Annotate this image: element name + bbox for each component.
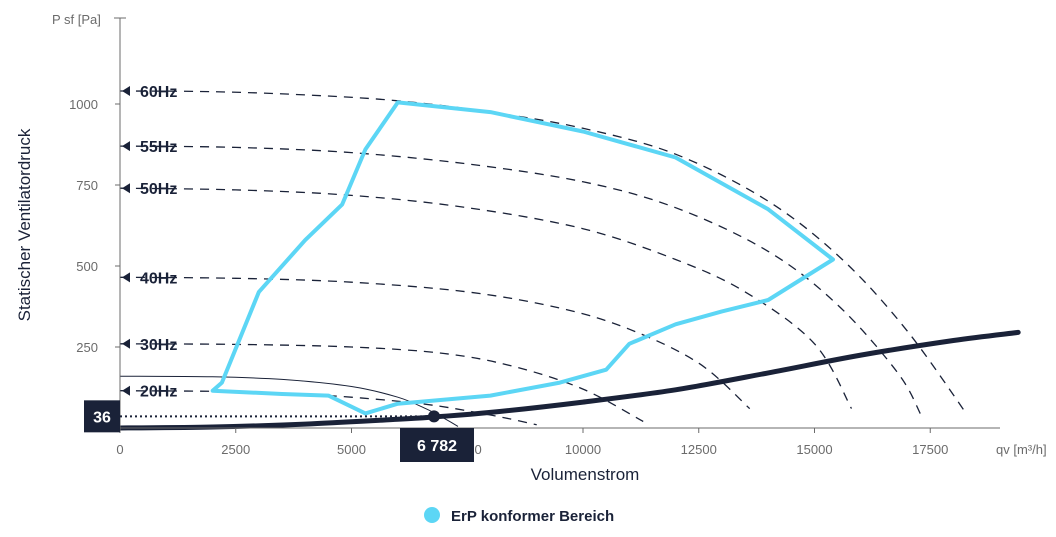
x-tick-label-2500: 2500 xyxy=(221,442,250,457)
legend[interactable]: ErP konformer Bereich xyxy=(424,507,614,525)
legend-label-erp: ErP konformer Bereich xyxy=(451,508,614,525)
fan-curve-55Hz xyxy=(119,145,922,416)
arrow-50Hz-icon xyxy=(122,183,130,194)
operating-point-y-label: 36 xyxy=(93,409,111,426)
x-tick-label-12500: 12500 xyxy=(681,442,717,457)
y-unit-label: P sf [Pa] xyxy=(52,12,101,27)
y-axis-title: Statischer Ventilatordruck xyxy=(15,128,34,321)
x-tick-label-5000: 5000 xyxy=(337,442,366,457)
system-curve xyxy=(117,329,1021,431)
legend-marker-erp xyxy=(424,507,440,523)
erp-region xyxy=(210,100,835,416)
x-axis-title: Volumenstrom xyxy=(531,465,640,484)
fan-curve-40Hz xyxy=(119,276,751,410)
freq-label-40Hz: 40Hz xyxy=(140,270,177,287)
freq-label-30Hz: 30Hz xyxy=(140,337,177,354)
x-tick-label-15000: 15000 xyxy=(796,442,832,457)
x-unit-label: qv [m³/h] xyxy=(996,442,1047,457)
y-tick-label-750: 750 xyxy=(76,178,98,193)
x-tick-label-0: 0 xyxy=(116,442,123,457)
freq-label-60Hz: 60Hz xyxy=(140,84,177,101)
curves-layer xyxy=(117,90,1021,431)
axes-layer xyxy=(114,17,1000,429)
y-tick-label-500: 500 xyxy=(76,259,98,274)
hz-layer: 60Hz 55Hz 50Hz 40Hz 30Hz 20Hz xyxy=(122,84,177,401)
ticks-layer: 0250050007500100001250015000175002505007… xyxy=(69,97,948,457)
op-layer: 36 6 782 xyxy=(84,400,475,462)
operating-point-y-box xyxy=(84,400,120,433)
freq-label-50Hz: 50Hz xyxy=(140,181,177,198)
operating-point-x-label: 6 782 xyxy=(417,438,457,455)
fan-curve-20Hz xyxy=(119,390,537,426)
y-tick-label-1000: 1000 xyxy=(69,97,98,112)
x-tick-label-10000: 10000 xyxy=(565,442,601,457)
arrow-40Hz-icon xyxy=(122,272,130,283)
arrow-20Hz-icon xyxy=(122,385,130,396)
fan-curve-30Hz xyxy=(119,343,644,423)
labels-layer: P sf [Pa] qv [m³/h] Volumenstrom Statisc… xyxy=(15,12,1047,484)
fan-curve-60Hz xyxy=(119,90,968,416)
arrow-60Hz-icon xyxy=(122,86,130,97)
y-tick-label-250: 250 xyxy=(76,340,98,355)
x-tick-label-17500: 17500 xyxy=(912,442,948,457)
freq-label-20Hz: 20Hz xyxy=(140,384,177,401)
arrow-55Hz-icon xyxy=(122,141,130,152)
arrow-30Hz-icon xyxy=(122,338,130,349)
operating-point-x-box xyxy=(400,428,475,462)
fan-curve-50Hz xyxy=(119,187,853,409)
freq-label-55Hz: 55Hz xyxy=(140,139,177,156)
operating-point-marker xyxy=(428,410,441,423)
